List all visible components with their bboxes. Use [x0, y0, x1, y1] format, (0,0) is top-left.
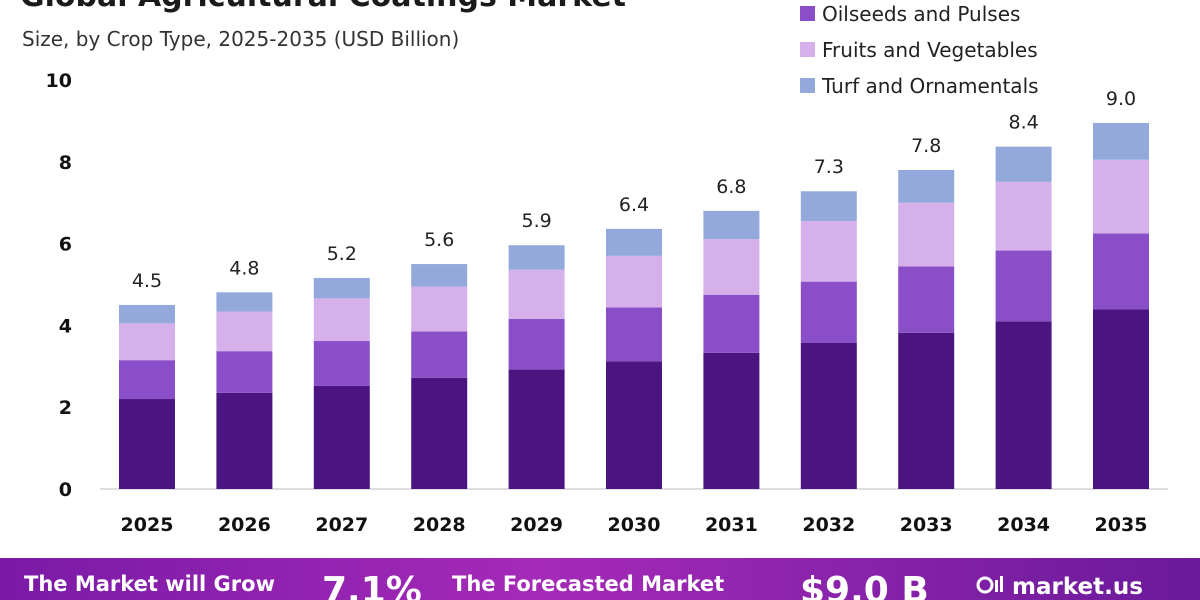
x-category-label: 2027	[315, 514, 368, 536]
x-category-label: 2025	[121, 514, 174, 536]
bar-segment-2027-s1	[313, 340, 370, 386]
bar-segment-2029-s0	[508, 369, 565, 489]
bar-segment-2027-s2	[313, 298, 370, 341]
bar-segment-2033-s1	[898, 266, 955, 333]
x-category-label: 2032	[802, 514, 855, 536]
bar-segment-2035-s0	[1093, 309, 1149, 489]
bar-total-label-2029: 5.9	[521, 210, 551, 232]
y-tick-label: 4	[59, 315, 72, 337]
bar-segment-2025-s1	[119, 360, 175, 400]
x-category-label: 2028	[413, 514, 466, 536]
market-us-logo-icon	[976, 576, 1003, 594]
bar-total-label-2033: 7.8	[911, 135, 941, 157]
bar-segment-2029-s1	[508, 318, 565, 370]
bar-total-label-2034: 8.4	[1008, 112, 1038, 134]
bar-total-label-2025: 4.5	[132, 270, 162, 292]
bar-segment-2031-s1	[703, 294, 760, 353]
bar-segment-2034-s2	[995, 181, 1052, 251]
bar-segment-2030-s2	[606, 255, 662, 308]
bar-segment-2032-s1	[800, 281, 857, 343]
footer-cagr-value: 7.1%	[322, 570, 422, 600]
bar-total-label-2027: 5.2	[327, 243, 357, 265]
x-category-label: 2029	[510, 514, 563, 536]
footer-market-value: $9.0 B	[800, 570, 929, 600]
bar-segment-2032-s0	[800, 342, 857, 489]
footer-brand: market.us	[1012, 574, 1143, 600]
chart-title: Global Agricultural Coatings Market	[20, 0, 626, 14]
legend-label-1: Oilseeds and Pulses	[822, 2, 1020, 26]
y-axis: 0 2 4 6 8 10	[46, 70, 72, 501]
bar-total-label-2032: 7.3	[814, 156, 844, 178]
bar-segment-2035-s2	[1093, 159, 1149, 234]
bar-segment-2035-s1	[1093, 233, 1149, 310]
y-tick-label: 10	[46, 70, 72, 92]
x-category-label: 2035	[1095, 514, 1148, 536]
bar-segment-2030-s0	[606, 361, 662, 489]
bar-segment-2025-s0	[119, 399, 175, 489]
legend: Oilseeds and Pulses Fruits and Vegetables…	[800, 2, 1039, 98]
bars: 4.5 2025 4.8 2026 5.2 2027 5.6 2028 5.9 2029 6.4 20…	[119, 88, 1149, 536]
bar-total-label-2035: 9.0	[1106, 88, 1136, 110]
bar-total-label-2026: 4.8	[229, 257, 259, 279]
footer-forecast-text: The Forecasted Market	[452, 572, 725, 596]
bar-segment-2031-s0	[703, 352, 760, 489]
bar-segment-2034-s3	[995, 146, 1052, 182]
y-tick-label: 0	[59, 479, 72, 501]
bar-segment-2031-s2	[703, 239, 760, 295]
bar-segment-2032-s3	[800, 191, 857, 222]
bar-segment-2026-s2	[216, 311, 273, 352]
bar-total-label-2030: 6.4	[619, 194, 649, 216]
bar-segment-2033-s3	[898, 169, 955, 203]
legend-label-2: Fruits and Vegetables	[822, 38, 1038, 62]
x-category-label: 2034	[997, 514, 1050, 536]
bar-segment-2025-s3	[119, 304, 175, 324]
bar-segment-2028-s1	[411, 331, 468, 378]
bar-segment-2035-s3	[1093, 122, 1149, 160]
bar-segment-2034-s1	[995, 250, 1052, 322]
bar-segment-2026-s3	[216, 292, 273, 312]
bar-segment-2025-s2	[119, 323, 175, 361]
x-category-label: 2026	[218, 514, 271, 536]
bar-segment-2032-s2	[800, 221, 857, 282]
bar-segment-2028-s3	[411, 264, 468, 287]
x-category-label: 2033	[900, 514, 953, 536]
bar-segment-2028-s2	[411, 286, 468, 332]
bar-segment-2029-s3	[508, 245, 565, 270]
bar-segment-2026-s1	[216, 351, 273, 393]
legend-swatch-3	[800, 78, 815, 93]
bar-segment-2028-s0	[411, 377, 468, 489]
legend-swatch-2	[800, 42, 815, 57]
y-tick-label: 6	[59, 234, 72, 256]
y-tick-label: 8	[59, 152, 72, 174]
bar-segment-2031-s3	[703, 210, 760, 240]
bar-segment-2027-s3	[313, 277, 370, 299]
bar-segment-2026-s0	[216, 392, 273, 489]
bar-segment-2030-s1	[606, 307, 662, 362]
legend-swatch-1	[800, 6, 815, 21]
chart: Global Agricultural Coatings Market Size…	[20, 0, 1168, 536]
bar-total-label-2028: 5.6	[424, 229, 454, 251]
bar-segment-2034-s0	[995, 321, 1052, 489]
bar-segment-2029-s2	[508, 269, 565, 319]
bar-segment-2027-s0	[313, 385, 370, 489]
footer-grow-text: The Market will Grow	[24, 572, 275, 596]
x-category-label: 2030	[608, 514, 661, 536]
y-tick-label: 2	[59, 397, 72, 419]
footer-banner: The Market will Grow 7.1% The Forecasted…	[0, 558, 1200, 600]
bar-segment-2030-s3	[606, 228, 662, 256]
bar-segment-2033-s2	[898, 202, 955, 267]
bar-segment-2033-s0	[898, 332, 955, 489]
bar-total-label-2031: 6.8	[716, 176, 746, 198]
x-category-label: 2031	[705, 514, 758, 536]
legend-label-3: Turf and Ornamentals	[821, 74, 1039, 98]
chart-subtitle: Size, by Crop Type, 2025-2035 (USD Billi…	[22, 27, 459, 51]
